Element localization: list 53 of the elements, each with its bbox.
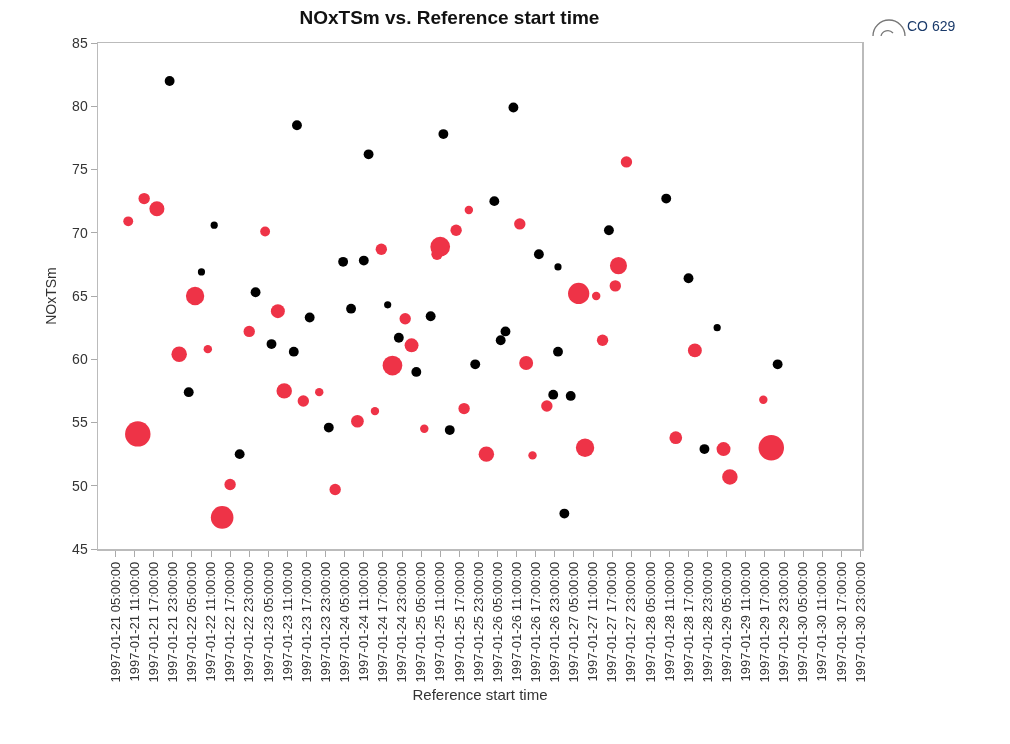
y-tick-label: 45 — [72, 540, 88, 557]
x-tick-label: 1997-01-26 17:00:00 — [527, 561, 543, 683]
x-tick-label: 1997-01-28 05:00:00 — [642, 561, 658, 683]
x-tick-label: 1997-01-21 23:00:00 — [165, 561, 181, 683]
y-tick-label: 75 — [72, 161, 88, 178]
y-tick-label: 60 — [72, 351, 88, 368]
chart-title: NOxTSm vs. Reference start time — [299, 7, 600, 29]
y-tick-label: 65 — [72, 287, 88, 304]
x-tick-label: 1997-01-25 17:00:00 — [451, 561, 467, 683]
x-axis-title: Reference start time — [412, 686, 548, 704]
x-tick-label: 1997-01-29 11:00:00 — [738, 561, 754, 682]
x-tick-label: 1997-01-27 23:00:00 — [623, 561, 639, 683]
x-tick-label: 1997-01-29 23:00:00 — [776, 561, 792, 683]
y-tick-label: 70 — [72, 224, 88, 241]
x-tick-label: 1997-01-25 05:00:00 — [413, 561, 429, 683]
x-tick-label: 1997-01-23 17:00:00 — [298, 561, 314, 683]
x-tick-label: 1997-01-25 11:00:00 — [432, 561, 448, 682]
x-tick-label: 1997-01-22 23:00:00 — [241, 561, 257, 683]
x-tick-label: 1997-01-27 17:00:00 — [604, 561, 620, 683]
y-tick-label: 85 — [72, 34, 88, 51]
x-tick-label: 1997-01-26 23:00:00 — [547, 561, 563, 683]
x-tick-label: 1997-01-22 17:00:00 — [222, 561, 238, 683]
x-tick-label: 1997-01-25 23:00:00 — [470, 561, 486, 683]
x-tick-label: 1997-01-24 23:00:00 — [394, 561, 410, 683]
x-tick-label: 1997-01-23 05:00:00 — [260, 561, 276, 683]
x-tick-label: 1997-01-28 11:00:00 — [661, 561, 677, 682]
y-axis-title: NOxTSm — [42, 267, 59, 325]
x-tick-label: 1997-01-30 11:00:00 — [814, 561, 830, 682]
y-tick-label: 80 — [72, 98, 88, 115]
x-tick-label: 1997-01-30 05:00:00 — [795, 561, 811, 683]
x-tick-label: 1997-01-26 11:00:00 — [508, 561, 524, 682]
x-tick-label: 1997-01-29 17:00:00 — [757, 561, 773, 683]
x-tick-label: 1997-01-27 11:00:00 — [585, 561, 601, 682]
x-tick-label: 1997-01-30 17:00:00 — [833, 561, 849, 683]
x-tick-label: 1997-01-27 05:00:00 — [566, 561, 582, 683]
x-tick-label: 1997-01-24 17:00:00 — [375, 561, 391, 683]
y-tick-label: 50 — [72, 477, 88, 494]
x-tick-label: 1997-01-22 11:00:00 — [203, 561, 219, 682]
x-tick-label: 1997-01-21 17:00:00 — [145, 561, 161, 683]
y-tick-label: 55 — [72, 414, 88, 431]
x-tick-label: 1997-01-28 23:00:00 — [699, 561, 715, 683]
x-tick-label: 1997-01-30 23:00:00 — [852, 561, 868, 683]
x-tick-label: 1997-01-22 05:00:00 — [184, 561, 200, 683]
text: CO 629 — [907, 18, 956, 34]
x-tick-label: 1997-01-26 05:00:00 — [489, 561, 505, 683]
x-tick-label: 1997-01-28 17:00:00 — [680, 561, 696, 683]
x-tick-label: 1997-01-21 11:00:00 — [126, 561, 142, 682]
x-tick-label: 1997-01-24 05:00:00 — [336, 561, 352, 683]
x-tick-label: 1997-01-23 23:00:00 — [317, 561, 333, 683]
x-tick-label: 1997-01-29 05:00:00 — [718, 561, 734, 683]
x-tick-label: 1997-01-24 11:00:00 — [356, 561, 372, 682]
x-tick-label: 1997-01-23 11:00:00 — [279, 561, 295, 682]
x-tick-label: 1997-01-21 05:00:00 — [107, 561, 123, 683]
